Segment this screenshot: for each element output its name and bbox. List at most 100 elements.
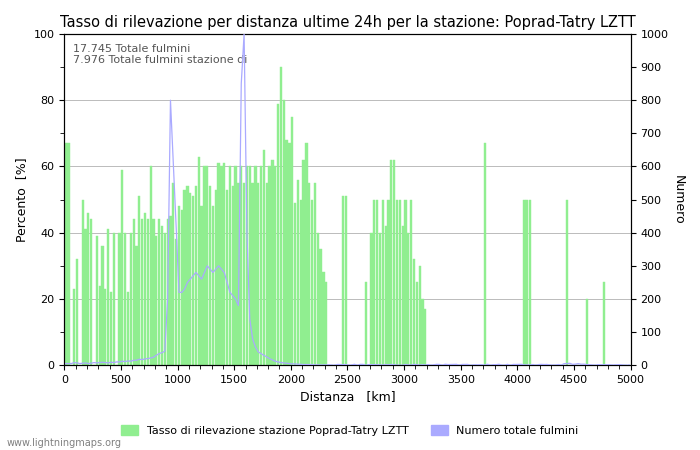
Bar (305, 143, 307, 365)
Bar (316, 233, 319, 365)
Bar (107, 230, 109, 365)
Bar (209, 186, 211, 365)
Bar (379, 233, 381, 365)
Bar (421, 299, 424, 365)
Bar (64, 143, 67, 365)
Bar (167, 220, 169, 365)
Bar (387, 200, 390, 365)
Bar (223, 163, 225, 365)
Bar (243, 183, 245, 365)
Bar (286, 140, 288, 365)
Bar (127, 292, 129, 365)
Bar (138, 196, 141, 365)
Bar (197, 157, 200, 365)
Bar (251, 183, 253, 365)
Bar (192, 196, 195, 365)
Bar (67, 143, 70, 365)
Bar (322, 272, 325, 365)
Bar (407, 233, 410, 365)
Bar (141, 220, 144, 365)
Bar (113, 233, 115, 365)
Bar (376, 200, 378, 365)
Bar (345, 196, 347, 365)
Bar (90, 220, 92, 365)
Bar (104, 289, 106, 365)
Bar (419, 266, 421, 365)
Bar (300, 200, 302, 365)
Bar (280, 67, 282, 365)
Bar (277, 104, 279, 365)
Bar (220, 166, 223, 365)
Bar (229, 166, 231, 365)
Bar (186, 186, 188, 365)
Bar (76, 259, 78, 365)
Bar (175, 239, 177, 365)
X-axis label: Distanza   [km]: Distanza [km] (300, 391, 395, 404)
Bar (135, 246, 138, 365)
Y-axis label: Numero: Numero (672, 175, 685, 225)
Bar (393, 160, 395, 365)
Bar (319, 249, 322, 365)
Bar (240, 166, 242, 365)
Bar (297, 180, 299, 365)
Bar (402, 226, 404, 365)
Bar (189, 193, 191, 365)
Bar (232, 186, 234, 365)
Bar (234, 166, 237, 365)
Bar (110, 292, 112, 365)
Bar (311, 200, 313, 365)
Bar (88, 213, 90, 365)
Bar (390, 160, 393, 365)
Bar (586, 299, 588, 365)
Bar (99, 286, 101, 365)
Bar (370, 233, 372, 365)
Bar (272, 160, 274, 365)
Bar (226, 189, 228, 365)
Bar (484, 143, 486, 365)
Bar (405, 200, 407, 365)
Bar (529, 200, 531, 365)
Bar (150, 166, 152, 365)
Bar (121, 170, 123, 365)
Text: www.lightningmaps.org: www.lightningmaps.org (7, 438, 122, 448)
Bar (73, 289, 76, 365)
Bar (215, 189, 217, 365)
Bar (118, 233, 120, 365)
Bar (302, 160, 304, 365)
Bar (262, 150, 265, 365)
Bar (153, 220, 155, 365)
Bar (260, 166, 262, 365)
Bar (155, 236, 158, 365)
Y-axis label: Percento  [%]: Percento [%] (15, 157, 28, 242)
Bar (603, 283, 605, 365)
Bar (144, 213, 146, 365)
Bar (365, 283, 367, 365)
Bar (382, 200, 384, 365)
Bar (424, 309, 426, 365)
Bar (274, 166, 277, 365)
Bar (85, 230, 87, 365)
Bar (410, 200, 412, 365)
Bar (268, 166, 271, 365)
Bar (203, 166, 206, 365)
Bar (178, 206, 180, 365)
Bar (161, 226, 163, 365)
Bar (200, 206, 203, 365)
Bar (283, 100, 285, 365)
Bar (288, 143, 290, 365)
Bar (566, 200, 568, 365)
Bar (147, 220, 149, 365)
Bar (96, 236, 98, 365)
Bar (237, 183, 239, 365)
Bar (373, 200, 375, 365)
Bar (246, 166, 248, 365)
Bar (132, 220, 135, 365)
Bar (183, 189, 186, 365)
Bar (257, 183, 260, 365)
Title: Tasso di rilevazione per distanza ultime 24h per la stazione: Poprad-Tatry LZTT: Tasso di rilevazione per distanza ultime… (60, 15, 636, 30)
Bar (314, 183, 316, 365)
Bar (384, 226, 387, 365)
Bar (206, 166, 209, 365)
Bar (294, 203, 296, 365)
Bar (102, 246, 104, 365)
